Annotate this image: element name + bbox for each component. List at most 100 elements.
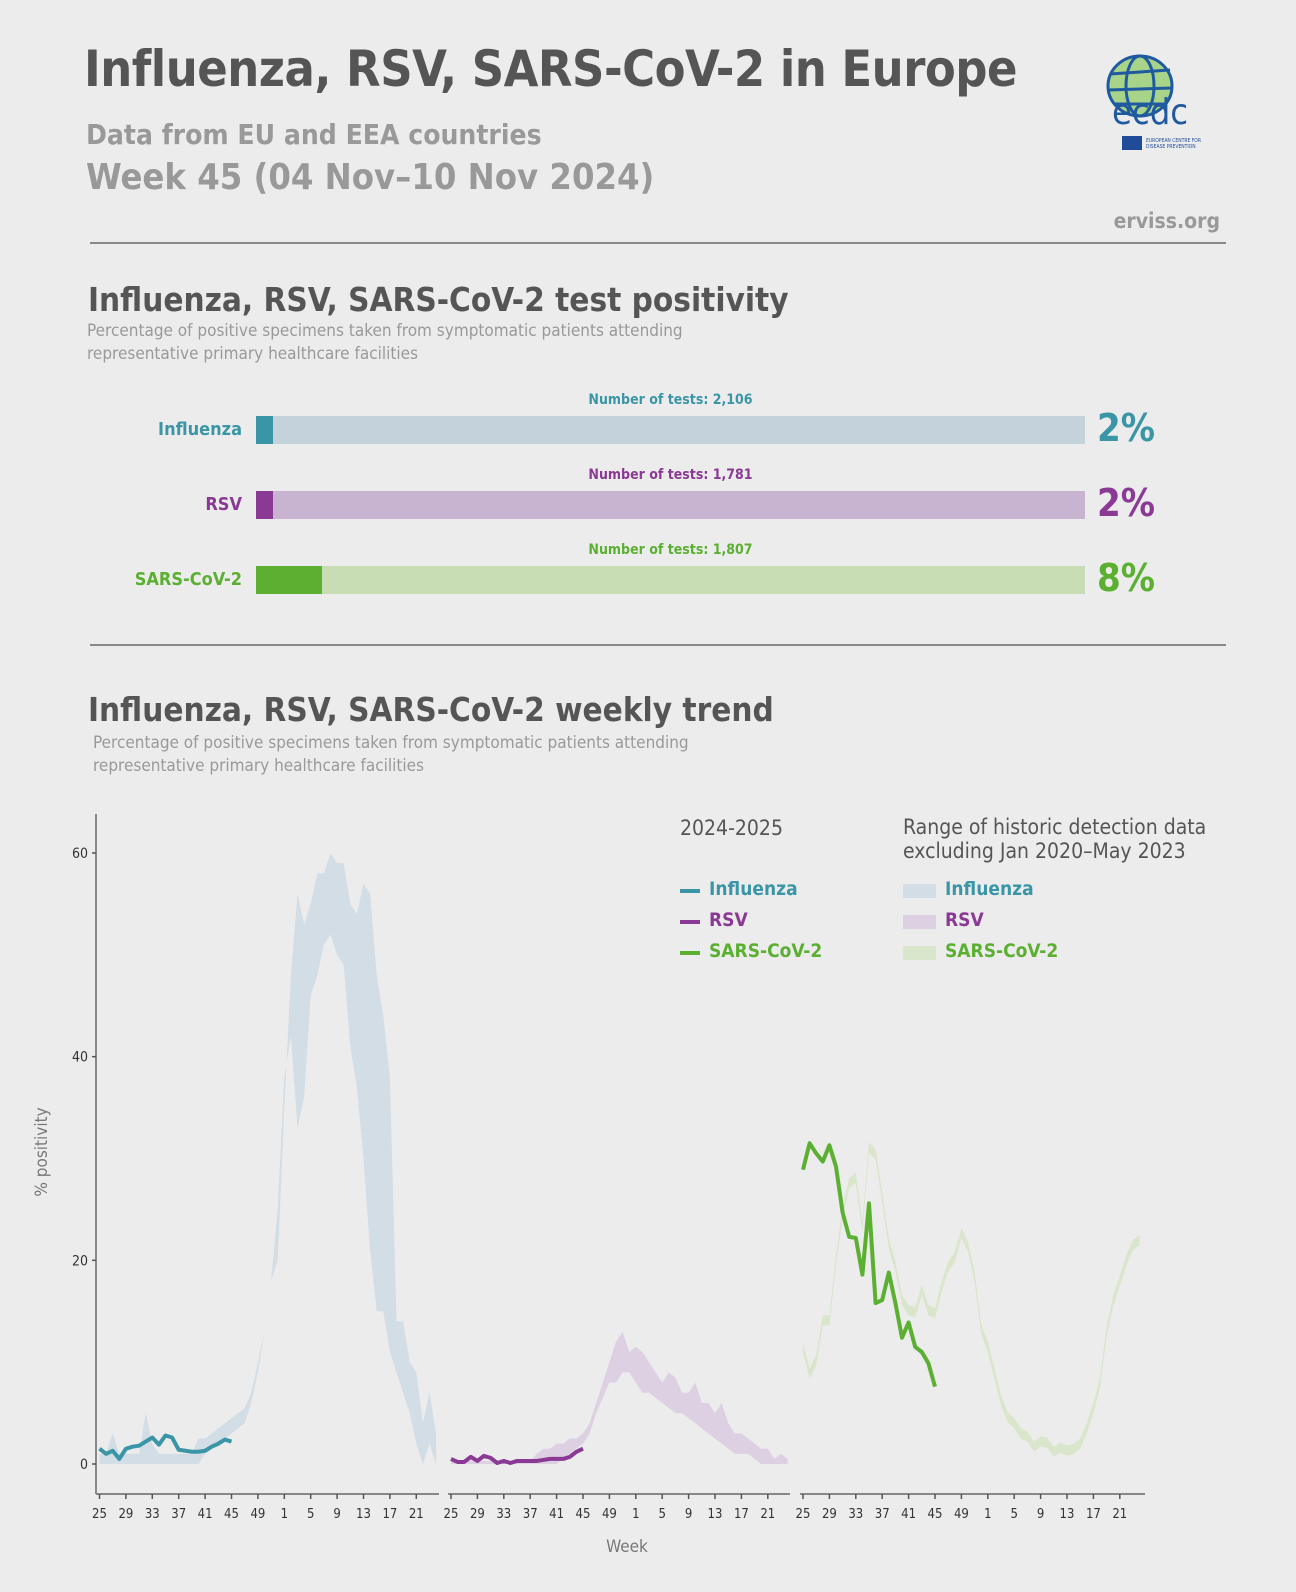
divider	[90, 242, 1226, 244]
x-tick-label: 29	[470, 1507, 485, 1522]
positivity-bar-fill-influenza	[256, 416, 273, 444]
legend-range-sars-icon	[903, 946, 936, 960]
bar-label-rsv: RSV	[205, 494, 242, 515]
positivity-bar-fill-sars	[256, 566, 323, 594]
x-tick-label: 45	[224, 1507, 239, 1522]
x-tick-label: 17	[734, 1507, 749, 1522]
legend-season-rsv: RSV	[709, 909, 748, 931]
x-tick-label: 33	[496, 1507, 511, 1522]
positivity-bar-sars	[256, 566, 1085, 594]
positivity-bar-influenza	[256, 416, 1085, 444]
panel-rsv: 25 29 33 37 41 45 49 1 5 9 13 17 21	[444, 1331, 790, 1522]
ecdc-logo: ecdc EUROPEAN CENTRE FOR DISEASE PREVENT…	[1106, 54, 1201, 150]
tests-count-influenza: Number of tests: 2,106	[588, 392, 753, 408]
legend-range-influenza: Influenza	[945, 878, 1034, 900]
x-tick-label: 41	[901, 1507, 916, 1522]
x-tick-label: 49	[602, 1507, 617, 1522]
positivity-title: Influenza, RSV, SARS-CoV-2 test positivi…	[88, 280, 789, 319]
x-tick-label: 1	[984, 1507, 991, 1522]
x-tick-label: 25	[444, 1507, 459, 1522]
bar-label-influenza: Influenza	[158, 419, 242, 440]
x-tick-label: 37	[171, 1507, 186, 1522]
weekly-trend-chart: 0 20 40 60 % positivity Week 25 29 33 37 41 45 49 1 5 9…	[32, 814, 1145, 1557]
panel-sars: 25 29 33 37 41 45 49 1 5 9 13 17 21	[796, 1141, 1145, 1522]
x-tick-label: 21	[1112, 1507, 1127, 1522]
y-tick-label: 20	[72, 1253, 88, 1269]
x-tick-label: 5	[307, 1507, 314, 1522]
legend-season-title: 2024-2025	[680, 816, 783, 840]
legend-season-sars: SARS-CoV-2	[709, 940, 823, 962]
tests-count-rsv: Number of tests: 1,781	[588, 467, 753, 483]
x-tick-label: 45	[576, 1507, 591, 1522]
x-tick-label: 5	[1010, 1507, 1017, 1522]
trend-description: Percentage of positive specimens taken f…	[93, 733, 689, 776]
x-tick-label: 45	[928, 1507, 943, 1522]
svg-text:EUROPEAN CENTRE FOR: EUROPEAN CENTRE FOR	[1146, 138, 1201, 144]
season-line-sars	[801, 1141, 937, 1388]
positivity-description: Percentage of positive specimens taken f…	[87, 321, 683, 364]
legend-range-sars: SARS-CoV-2	[945, 940, 1059, 962]
bar-label-sars: SARS-CoV-2	[134, 569, 242, 590]
legend-range-title-line2: excluding Jan 2020–May 2023	[903, 839, 1186, 863]
y-axis-label: % positivity	[32, 1107, 52, 1196]
x-tick-label: 41	[549, 1507, 564, 1522]
percent-value-influenza: 2%	[1097, 406, 1156, 450]
divider	[90, 644, 1226, 646]
svg-text:DISEASE PREVENTION: DISEASE PREVENTION	[1146, 144, 1196, 150]
svg-text:ecdc: ecdc	[1112, 92, 1188, 133]
x-tick-label: 1	[281, 1507, 288, 1522]
x-tick-label: 37	[523, 1507, 538, 1522]
panel-influenza: 25 29 33 37 41 45 49 1 5 9 13 17 21	[92, 853, 439, 1522]
historic-range-sars	[803, 1142, 1140, 1457]
x-tick-label: 5	[658, 1507, 665, 1522]
y-tick-label: 40	[72, 1050, 88, 1066]
historic-range-rsv	[451, 1331, 788, 1464]
x-tick-label: 21	[760, 1507, 775, 1522]
legend-season-influenza: Influenza	[709, 878, 798, 900]
x-tick-label: 49	[954, 1507, 969, 1522]
x-tick-label: 9	[685, 1507, 692, 1522]
x-tick-label: 17	[1086, 1507, 1101, 1522]
x-tick-label: 25	[92, 1507, 107, 1522]
percent-value-sars: 8%	[1097, 556, 1156, 600]
historic-range-influenza	[99, 853, 437, 1464]
x-tick-label: 13	[708, 1507, 723, 1522]
legend-range-rsv: RSV	[945, 909, 984, 931]
x-tick-label: 25	[796, 1507, 811, 1522]
x-tick-label: 33	[848, 1507, 863, 1522]
percent-value-rsv: 2%	[1097, 481, 1156, 525]
x-tick-label: 33	[145, 1507, 160, 1522]
legend-line-rsv-icon	[680, 920, 700, 924]
positivity-bar-rsv	[256, 491, 1085, 519]
x-tick-label: 49	[250, 1507, 265, 1522]
season-line-rsv	[450, 1446, 584, 1465]
page-subtitle: Data from EU and EEA countries	[86, 118, 542, 151]
x-axis-label: Week	[606, 1537, 648, 1557]
trend-title: Influenza, RSV, SARS-CoV-2 weekly trend	[88, 690, 774, 729]
legend-line-sars-icon	[680, 951, 700, 955]
legend-range-title: Range of historic detection data excludi…	[903, 815, 1206, 863]
site-link[interactable]: erviss.org	[1113, 209, 1220, 233]
x-tick-label: 29	[822, 1507, 837, 1522]
positivity-bar-fill-rsv	[256, 491, 273, 519]
x-tick-label: 21	[409, 1507, 424, 1522]
x-tick-label: 17	[382, 1507, 397, 1522]
season-line-influenza	[98, 1433, 233, 1461]
page-title: Influenza, RSV, SARS-CoV-2 in Europe	[84, 40, 1018, 98]
y-tick-label: 60	[72, 846, 88, 862]
legend-range-title-line1: Range of historic detection data	[903, 815, 1207, 839]
y-tick-label: 0	[80, 1457, 88, 1473]
x-tick-label: 9	[333, 1507, 340, 1522]
tests-count-sars: Number of tests: 1,807	[588, 542, 753, 558]
legend-range-rsv-icon	[903, 915, 936, 929]
x-tick-label: 29	[118, 1507, 133, 1522]
x-tick-label: 13	[1060, 1507, 1075, 1522]
x-tick-label: 9	[1037, 1507, 1044, 1522]
legend-range-influenza-icon	[903, 884, 936, 898]
week-label: Week 45 (04 Nov–10 Nov 2024)	[86, 157, 655, 198]
x-tick-label: 41	[198, 1507, 213, 1522]
x-tick-label: 13	[356, 1507, 371, 1522]
legend-line-influenza-icon	[680, 889, 700, 893]
x-tick-label: 37	[875, 1507, 890, 1522]
x-tick-label: 1	[632, 1507, 639, 1522]
